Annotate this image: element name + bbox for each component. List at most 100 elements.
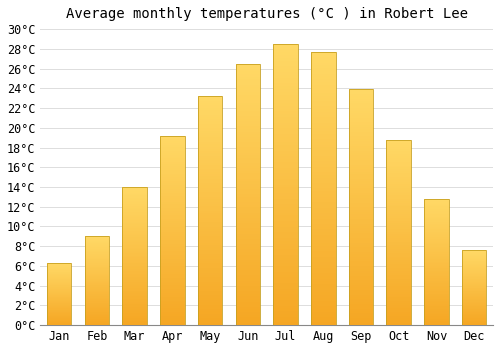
Bar xyxy=(348,323,374,325)
Bar xyxy=(198,195,222,197)
Bar xyxy=(122,296,147,297)
Bar xyxy=(462,291,486,292)
Bar xyxy=(274,92,298,94)
Bar xyxy=(311,131,336,134)
Bar xyxy=(47,320,72,321)
Bar xyxy=(122,312,147,313)
Bar xyxy=(160,312,184,314)
Bar xyxy=(274,303,298,306)
Bar xyxy=(122,324,147,325)
Bar xyxy=(236,312,260,315)
Bar xyxy=(198,293,222,295)
Bar xyxy=(47,293,72,294)
Bar xyxy=(236,121,260,124)
Bar xyxy=(160,225,184,227)
Bar xyxy=(424,247,448,248)
Bar xyxy=(160,172,184,174)
Bar xyxy=(236,317,260,320)
Bar xyxy=(386,173,411,175)
Bar xyxy=(160,304,184,306)
Bar xyxy=(236,158,260,160)
Bar xyxy=(84,249,109,250)
Bar xyxy=(424,199,448,325)
Bar xyxy=(348,294,374,297)
Bar xyxy=(386,253,411,255)
Bar xyxy=(236,249,260,252)
Bar xyxy=(311,232,336,235)
Bar xyxy=(348,188,374,191)
Bar xyxy=(462,323,486,324)
Bar xyxy=(236,137,260,139)
Bar xyxy=(462,287,486,288)
Bar xyxy=(311,87,336,90)
Bar xyxy=(424,250,448,251)
Bar xyxy=(236,153,260,155)
Bar xyxy=(84,311,109,312)
Bar xyxy=(424,306,448,308)
Bar xyxy=(274,263,298,266)
Bar xyxy=(348,198,374,200)
Bar xyxy=(160,198,184,200)
Bar xyxy=(122,204,147,205)
Bar xyxy=(424,252,448,253)
Bar xyxy=(236,90,260,92)
Bar xyxy=(236,239,260,241)
Bar xyxy=(198,259,222,261)
Bar xyxy=(160,291,184,293)
Bar xyxy=(198,128,222,131)
Bar xyxy=(274,145,298,148)
Bar xyxy=(386,271,411,273)
Bar xyxy=(236,288,260,291)
Bar xyxy=(122,198,147,200)
Bar xyxy=(424,248,448,250)
Bar xyxy=(274,162,298,165)
Bar xyxy=(198,105,222,108)
Bar xyxy=(462,290,486,291)
Bar xyxy=(236,184,260,187)
Bar xyxy=(348,306,374,309)
Bar xyxy=(348,290,374,292)
Bar xyxy=(160,247,184,250)
Bar xyxy=(122,318,147,320)
Bar xyxy=(198,165,222,167)
Bar xyxy=(386,231,411,232)
Bar xyxy=(348,261,374,264)
Bar xyxy=(274,69,298,72)
Bar xyxy=(122,321,147,322)
Bar xyxy=(462,298,486,299)
Bar xyxy=(84,251,109,252)
Bar xyxy=(311,322,336,325)
Bar xyxy=(198,277,222,279)
Bar xyxy=(462,309,486,310)
Bar xyxy=(386,318,411,320)
Bar xyxy=(84,261,109,262)
Bar xyxy=(160,285,184,287)
Bar xyxy=(160,193,184,194)
Bar xyxy=(160,278,184,280)
Bar xyxy=(160,257,184,259)
Bar xyxy=(198,98,222,101)
Bar xyxy=(386,223,411,225)
Bar xyxy=(386,245,411,247)
Bar xyxy=(236,199,260,202)
Bar xyxy=(122,277,147,278)
Bar xyxy=(424,324,448,325)
Bar xyxy=(348,155,374,158)
Bar xyxy=(274,190,298,193)
Bar xyxy=(122,241,147,242)
Bar xyxy=(198,309,222,312)
Bar xyxy=(274,108,298,111)
Bar xyxy=(348,217,374,219)
Bar xyxy=(122,292,147,293)
Bar xyxy=(348,233,374,236)
Bar xyxy=(198,279,222,282)
Bar xyxy=(386,290,411,292)
Bar xyxy=(462,262,486,263)
Bar xyxy=(236,284,260,286)
Bar xyxy=(462,288,486,289)
Bar xyxy=(424,257,448,258)
Bar xyxy=(348,285,374,287)
Bar xyxy=(348,174,374,176)
Bar xyxy=(274,78,298,80)
Bar xyxy=(84,295,109,296)
